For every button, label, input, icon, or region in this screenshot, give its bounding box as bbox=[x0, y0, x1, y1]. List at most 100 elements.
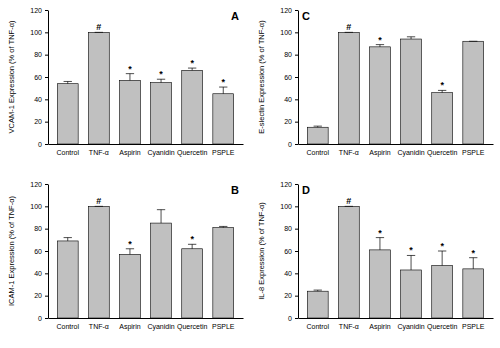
x-axis-line bbox=[49, 318, 244, 319]
y-tick-label: 100 bbox=[280, 29, 292, 36]
y-tick: 60 bbox=[34, 248, 48, 255]
y-tick: 20 bbox=[284, 292, 298, 299]
annotation: * bbox=[440, 241, 444, 251]
error-bar bbox=[314, 290, 322, 291]
x-tick: Cyanidin bbox=[147, 144, 174, 157]
y-axis: 020406080100120 bbox=[280, 181, 298, 322]
error-bar-stem bbox=[223, 87, 224, 94]
panel-title: A bbox=[231, 10, 239, 22]
annotation: * bbox=[128, 239, 132, 249]
panel: 020406080100120ControlTNF-αAspirinCyanid… bbox=[257, 7, 494, 157]
x-tick-label: Cyanidin bbox=[147, 323, 174, 331]
annotation: * bbox=[409, 245, 413, 255]
y-tick-label: 60 bbox=[284, 74, 292, 81]
y-axis-title: VCAM-1 Expression (% of TNF-α) bbox=[7, 20, 16, 133]
error-bar bbox=[157, 79, 165, 82]
error-bar bbox=[376, 45, 384, 47]
y-tick-label: 80 bbox=[284, 51, 292, 58]
panel: 020406080100120ControlTNF-αAspirinCyanid… bbox=[7, 7, 244, 157]
x-tick-label: PSPLE bbox=[462, 323, 485, 330]
bar bbox=[88, 32, 109, 144]
y-tick: 100 bbox=[30, 203, 48, 210]
y-tick-label: 60 bbox=[34, 74, 42, 81]
y-tick: 0 bbox=[288, 315, 298, 322]
y-tick: 40 bbox=[284, 96, 298, 103]
y-tick-label: 120 bbox=[30, 181, 42, 188]
x-tick-label: Quercetin bbox=[427, 149, 457, 157]
bar bbox=[213, 228, 234, 318]
x-tick-label: TNF-α bbox=[89, 149, 109, 156]
y-tick: 0 bbox=[38, 315, 48, 322]
bar bbox=[120, 254, 141, 318]
y-tick-mark bbox=[45, 122, 48, 123]
y-tick: 100 bbox=[30, 29, 48, 36]
x-tick: PSPLE bbox=[212, 144, 235, 156]
error-bar-cap bbox=[407, 36, 415, 37]
error-bar-cap bbox=[314, 126, 322, 127]
x-tick-label: Quercetin bbox=[177, 323, 207, 331]
y-tick-mark bbox=[45, 273, 48, 274]
bar bbox=[182, 249, 203, 318]
x-tick: Control bbox=[306, 318, 329, 330]
x-tick-label: PSPLE bbox=[212, 323, 235, 330]
x-tick-label: Aspirin bbox=[119, 323, 141, 331]
error-bar bbox=[376, 238, 384, 250]
y-tick-mark bbox=[295, 32, 298, 33]
x-tick: Aspirin bbox=[119, 144, 141, 157]
panel: 020406080100120ControlTNF-αAspirinCyanid… bbox=[257, 181, 494, 331]
x-tick: Aspirin bbox=[369, 144, 391, 157]
y-tick-mark bbox=[295, 122, 298, 123]
y-axis-title: ICAM-1 Expression (% of TNF-α) bbox=[7, 195, 16, 306]
x-tick-label: Control bbox=[56, 323, 79, 330]
y-axis-line bbox=[48, 11, 49, 145]
y-axis-line bbox=[298, 11, 299, 145]
x-tick-label: Aspirin bbox=[369, 149, 391, 157]
annotation: # bbox=[346, 196, 351, 206]
y-tick-mark bbox=[45, 144, 48, 145]
y-tick-label: 0 bbox=[38, 315, 42, 322]
annotation: # bbox=[346, 22, 351, 32]
y-tick: 0 bbox=[38, 141, 48, 148]
y-tick-mark bbox=[45, 318, 48, 319]
bar bbox=[88, 206, 109, 318]
error-bar-cap bbox=[64, 81, 72, 82]
x-tick: PSPLE bbox=[462, 318, 485, 330]
y-axis-title: E-slectin Expression (% of TNF-α) bbox=[257, 20, 266, 134]
error-bar bbox=[438, 90, 446, 92]
error-bar bbox=[407, 255, 415, 270]
panel-title: C bbox=[302, 10, 310, 22]
bar bbox=[307, 127, 328, 144]
bar bbox=[213, 94, 234, 144]
x-tick: Control bbox=[56, 144, 79, 156]
x-tick: TNF-α bbox=[89, 318, 109, 330]
y-tick-mark bbox=[45, 32, 48, 33]
x-axis: ControlTNF-αAspirinCyanidinQuercetinPSPL… bbox=[299, 318, 494, 331]
error-bar bbox=[126, 74, 134, 81]
error-bar-stem bbox=[161, 79, 162, 82]
x-tick-label: Aspirin bbox=[119, 149, 141, 157]
error-bar-cap bbox=[219, 226, 227, 227]
bar bbox=[307, 291, 328, 318]
y-tick: 0 bbox=[288, 141, 298, 148]
error-bar bbox=[469, 41, 477, 42]
y-tick-mark bbox=[295, 184, 298, 185]
y-tick-label: 80 bbox=[34, 225, 42, 232]
y-tick: 80 bbox=[34, 225, 48, 232]
panel-title: B bbox=[231, 184, 239, 196]
y-tick-mark bbox=[295, 229, 298, 230]
x-tick: Quercetin bbox=[427, 318, 457, 331]
y-tick: 40 bbox=[34, 96, 48, 103]
y-axis: 020406080100120 bbox=[30, 181, 48, 322]
y-tick-label: 120 bbox=[280, 7, 292, 14]
x-axis: Control TNF-α Aspirin CyanidinQuercetin PSPL… bbox=[49, 318, 244, 331]
y-tick-label: 20 bbox=[284, 118, 292, 125]
bar bbox=[338, 32, 359, 144]
plot-marks bbox=[57, 32, 233, 144]
x-tick: Quercetin bbox=[177, 144, 207, 157]
y-tick-label: 100 bbox=[30, 29, 42, 36]
x-tick: Control bbox=[306, 144, 329, 156]
x-tick-label: Aspirin bbox=[369, 323, 391, 331]
y-tick-label: 40 bbox=[34, 96, 42, 103]
y-tick-mark bbox=[45, 206, 48, 207]
y-tick-label: 80 bbox=[34, 51, 42, 58]
